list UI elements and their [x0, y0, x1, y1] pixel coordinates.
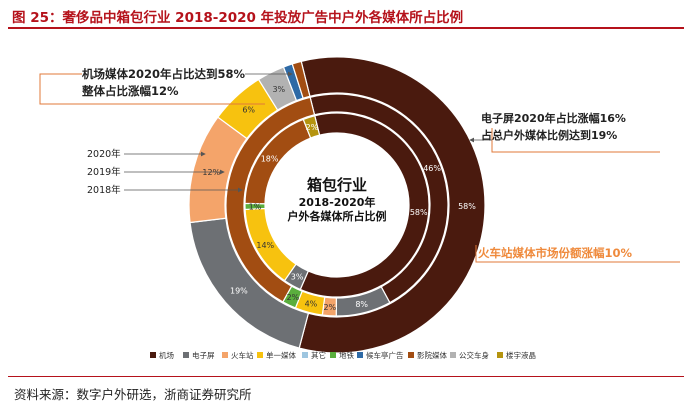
legend-swatch-地铁 — [330, 352, 336, 358]
segment-label-2019年-地铁: 2% — [287, 293, 300, 302]
legend-label-公交车身: 公交车身 — [459, 350, 489, 360]
legend-label-火车站: 火车站 — [231, 350, 254, 360]
chart-center: 箱包行业 2018-2020年 户外各媒体所占比例 — [288, 176, 387, 223]
annotation-screen-line2: 占总户外媒体比例达到19% — [481, 128, 617, 142]
segment-label-2020年-电子屏: 19% — [230, 286, 248, 295]
legend-swatch-机场 — [150, 352, 156, 358]
segment-2019年-影院媒体 — [225, 96, 316, 303]
segment-label-2020年-公交车身: 3% — [272, 85, 285, 94]
center-title: 箱包行业 — [307, 176, 367, 194]
segment-2020年-影院媒体 — [291, 60, 311, 99]
annotation-airport: 机场媒体2020年占比达到58% 整体占比涨幅12% — [39, 67, 293, 105]
center-subtitle-2: 户外各媒体所占比例 — [288, 209, 387, 223]
segment-label-2018年-电子屏: 3% — [291, 273, 304, 282]
legend-label-机场: 机场 — [159, 350, 174, 360]
annotation-airport-line2: 整体占比涨幅12% — [81, 84, 179, 98]
year-label-2019: 2019年 — [87, 166, 121, 178]
legend-label-楼宇液晶: 楼宇液晶 — [506, 350, 536, 360]
segment-2018年-机场 — [299, 112, 430, 298]
segment-label-2019年-电子屏: 8% — [355, 300, 368, 309]
year-label-2020: 2020年 — [87, 148, 121, 160]
legend-swatch-单一媒体 — [257, 352, 263, 358]
legend-label-影院媒体: 影院媒体 — [417, 350, 447, 360]
legend-swatch-其它 — [302, 352, 308, 358]
rings-group — [188, 56, 486, 354]
segment-label-2018年-楼宇液晶: 2% — [306, 123, 319, 132]
legend-swatch-火车站 — [222, 352, 228, 358]
segment-label-2018年-地铁: 1% — [249, 202, 262, 211]
source-note: 资料来源：数字户外研选，浙商证券研究所 — [14, 387, 252, 402]
annotation-train-bracket — [475, 245, 680, 263]
legend-swatch-电子屏 — [183, 352, 189, 358]
legend-swatch-公交车身 — [450, 352, 456, 358]
annotation-train: 火车站媒体市场份额涨幅10% — [475, 245, 680, 263]
segment-label-2020年-机场: 58% — [458, 202, 476, 211]
legend-label-其它: 其它 — [311, 350, 326, 360]
legend-label-单一媒体: 单一媒体 — [266, 350, 296, 360]
legend-label-电子屏: 电子屏 — [192, 350, 215, 360]
segment-label-2018年-影院媒体: 18% — [261, 154, 279, 163]
title-divider — [8, 27, 684, 29]
annotation-train-line1: 火车站媒体市场份额涨幅10% — [478, 246, 633, 260]
segment-label-2019年-火车站: 2% — [324, 303, 337, 312]
center-subtitle-1: 2018-2020年 — [299, 195, 376, 209]
annotation-airport-line1: 机场媒体2020年占比达到58% — [82, 67, 246, 81]
annotation-airport-bracket — [39, 73, 265, 105]
segment-2020年-机场 — [298, 56, 486, 354]
legend-swatch-影院媒体 — [408, 352, 414, 358]
legend-swatch-候车亭广告 — [357, 352, 363, 358]
year-callouts: 2020年 2019年 2018年 — [87, 148, 243, 196]
year-label-2018: 2018年 — [87, 184, 121, 196]
annotation-screen-line1-text: 电子屏2020年占比涨幅16% — [481, 111, 626, 125]
segment-label-2019年-单一媒体: 4% — [305, 300, 318, 309]
segment-2018年-楼宇液晶 — [302, 115, 321, 139]
annotation-screen-bracket — [491, 128, 660, 153]
segment-label-2019年-机场: 46% — [423, 164, 441, 173]
segment-label-2018年-机场: 58% — [410, 208, 428, 217]
annotation-screen-line1: 电子屏2020年占比涨幅16% — [481, 111, 626, 125]
legend-swatch-楼宇液晶 — [497, 352, 503, 358]
footer-divider — [8, 376, 684, 377]
donut-chart: 58%19%12%6%3%46%8%2%4%2%58%3%14%1%18%2% … — [39, 56, 680, 360]
figure-title: 图 25：奢侈品中箱包行业 2018-2020 年投放广告中户外各媒体所占比例 — [12, 10, 464, 26]
segment-label-2018年-单一媒体: 14% — [256, 241, 274, 250]
annotation-screen: 电子屏2020年占比涨幅16% 占总户外媒体比例达到19% — [469, 111, 660, 153]
chart-legend: 机场 电子屏 火车站 单一媒体 其它 地铁 候车亭广告 影院媒体 公交车身 楼宇液晶 — [150, 350, 536, 360]
legend-label-地铁: 地铁 — [339, 350, 354, 360]
legend-label-候车亭广告: 候车亭广告 — [366, 350, 404, 360]
segment-label-2020年-单一媒体: 6% — [242, 106, 255, 115]
